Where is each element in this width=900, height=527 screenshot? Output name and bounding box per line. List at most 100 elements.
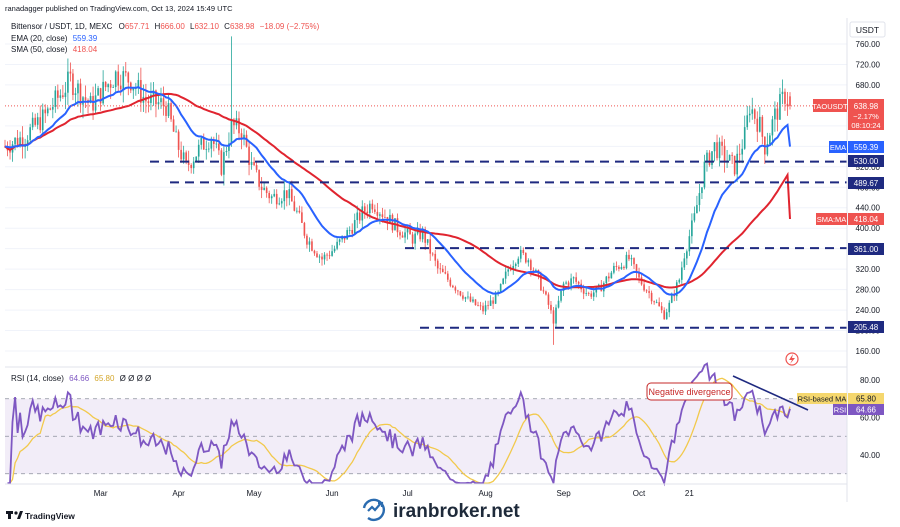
candle-body — [273, 193, 276, 197]
time-tick-label: 21 — [685, 489, 694, 498]
candle-body — [758, 116, 761, 132]
rsi-ma-badge: RSI-based MA 65.80 — [797, 393, 884, 404]
candle-body — [104, 81, 107, 88]
candle-body — [487, 305, 489, 307]
ema-legend[interactable]: EMA (20, close) 559.39 — [11, 34, 98, 43]
change-value: −18.09 (−2.75%) — [260, 22, 320, 31]
candle-body — [660, 306, 663, 311]
candle-body — [401, 235, 404, 238]
candle-body — [678, 279, 681, 283]
candle-body — [366, 211, 369, 214]
candle-body — [213, 139, 215, 144]
candle-body — [31, 117, 34, 128]
candle-body — [550, 304, 552, 311]
candle-body — [608, 276, 610, 279]
time-tick-label: Sep — [556, 489, 571, 498]
sma-legend[interactable]: SMA (50, close) 418.04 — [11, 45, 98, 54]
candle-body — [625, 254, 628, 269]
candle-body — [434, 253, 437, 261]
candle-body — [356, 212, 359, 221]
watermark-text: iranbroker.net — [393, 501, 520, 522]
ohlc-line: Bittensor / USDT, 1D, MEXC O657.71 H666.… — [11, 22, 320, 31]
candle-body — [177, 131, 180, 150]
ema-legend-label: EMA (20, close) — [11, 34, 68, 43]
rsi-ma-badge-tag: RSI-based MA — [798, 395, 847, 404]
divergence-label: Negative divergence — [648, 387, 730, 397]
candle-body — [504, 271, 507, 279]
candle-body — [741, 148, 744, 155]
candle-body — [333, 248, 336, 252]
candle-body — [67, 71, 69, 93]
divergence-annotation[interactable]: Negative divergence — [646, 382, 733, 401]
candle-body — [331, 251, 333, 256]
candle-body — [444, 272, 447, 274]
candle-body — [132, 88, 135, 91]
candle-body — [21, 137, 24, 147]
candle-body — [207, 148, 210, 150]
candle-body — [751, 109, 754, 114]
candle-body — [150, 94, 152, 103]
candle-body — [306, 235, 308, 245]
candle-body — [779, 94, 781, 120]
alert-lightning-icon[interactable] — [785, 352, 799, 366]
candle-body — [696, 205, 698, 214]
price-tick-label: 400.00 — [856, 224, 881, 233]
candle-body — [311, 241, 313, 251]
candle-body — [590, 293, 593, 297]
candle-body — [753, 109, 756, 119]
rsi-legend[interactable]: RSI (14, close) 64.66 65.80 Ø Ø Ø Ø — [11, 374, 151, 383]
candle-body — [288, 189, 291, 199]
candle-body — [74, 93, 77, 96]
candle-body — [540, 274, 542, 291]
candle-body — [318, 256, 321, 258]
candle-body — [610, 272, 613, 279]
ema-badge-tag: EMA — [830, 143, 846, 152]
rsi-legend-label: RSI (14, close) — [11, 374, 64, 383]
rsi-ma-line — [7, 377, 791, 484]
candle-body — [645, 290, 648, 292]
candle-body — [784, 91, 786, 104]
candle-body — [391, 214, 394, 231]
candle-body — [527, 260, 530, 263]
tradingview-logo[interactable]: TradingView — [6, 511, 75, 521]
candle-body — [29, 127, 31, 141]
candle-body — [265, 187, 268, 194]
candle-body — [567, 282, 570, 286]
candle-body — [585, 293, 588, 294]
candle-body — [706, 152, 708, 162]
currency-box[interactable]: USDT — [849, 21, 886, 38]
candle-body — [69, 71, 72, 74]
candle-body — [278, 203, 281, 205]
candle-body — [72, 73, 74, 96]
candle-body — [233, 119, 235, 126]
candle-body — [369, 203, 371, 214]
candle-body — [628, 254, 630, 260]
candle-body — [530, 260, 532, 271]
candle-body — [64, 92, 67, 98]
candle-body — [117, 71, 120, 86]
candle-body — [738, 153, 741, 155]
candle-body — [665, 312, 668, 320]
rsi-tick-label: 60.00 — [860, 414, 881, 423]
candle-body — [190, 164, 193, 169]
candle-body — [701, 187, 703, 194]
candle-body — [170, 103, 172, 120]
candle-body — [187, 160, 190, 165]
price-tick-label: 720.00 — [856, 60, 881, 69]
candle-body — [555, 307, 557, 324]
candle-body — [648, 291, 650, 293]
candle-body — [77, 83, 79, 94]
symbol-price-badge: TAOUSDT 638.98 −2.17% 08:10:24 — [812, 99, 884, 130]
candle-body — [718, 141, 721, 159]
candle-body — [298, 210, 301, 213]
candle-body — [162, 98, 165, 107]
candle-body — [263, 187, 265, 190]
rsi-line — [7, 362, 791, 487]
candle-body — [165, 106, 167, 116]
candle-body — [658, 302, 660, 307]
candle-body — [653, 301, 655, 303]
candle-body — [119, 85, 122, 90]
candle-body — [716, 142, 718, 159]
level-badge-361-value: 361.00 — [854, 245, 879, 254]
ema-badge: EMA 559.39 — [829, 141, 884, 153]
